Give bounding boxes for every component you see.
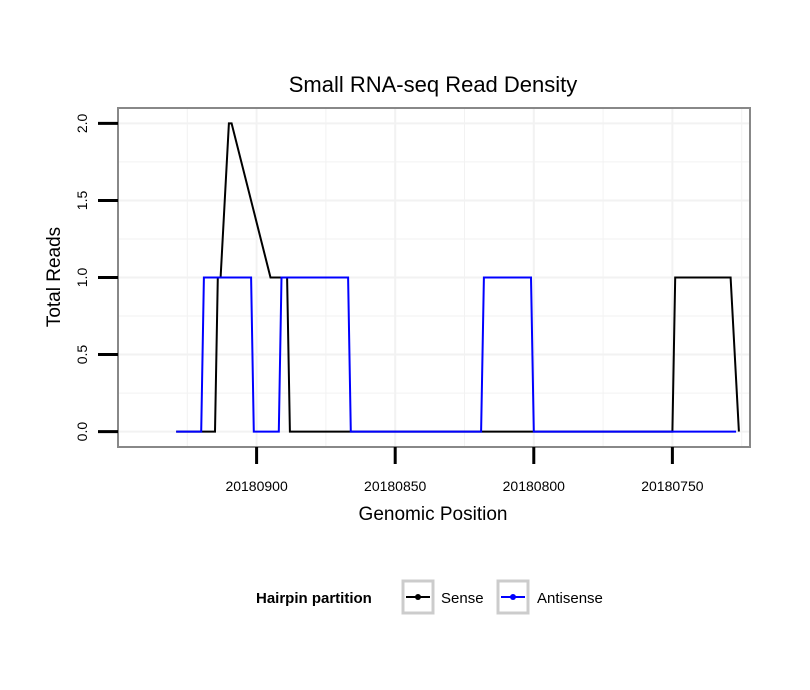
legend: Hairpin partition Sense Antisense	[256, 579, 603, 615]
legend-label-sense: Sense	[441, 590, 484, 607]
y-tick-label: 0.0	[74, 422, 90, 442]
plot-area	[117, 107, 751, 448]
x-tick-label: 20180750	[641, 478, 704, 494]
x-tick-label: 20180900	[225, 478, 288, 494]
chart-title: Small RNA-seq Read Density	[289, 72, 578, 97]
legend-title: Hairpin partition	[256, 590, 372, 607]
legend-label-antisense: Antisense	[537, 590, 603, 607]
y-tick-label: 1.0	[74, 268, 90, 288]
y-axis-title: Total Reads	[44, 227, 65, 327]
x-tick-label: 20180850	[364, 478, 427, 494]
legend-key-point-antisense	[510, 594, 516, 600]
y-tick-label: 2.0	[74, 113, 90, 133]
y-tick-label: 1.5	[74, 191, 90, 211]
legend-key-point-sense	[415, 594, 421, 600]
y-axis: 0.0 0.5 1.0 1.5 2.0	[74, 113, 118, 441]
series-line-antisense	[176, 276, 737, 433]
series-lines	[176, 122, 740, 433]
legend-item-antisense: Antisense	[496, 579, 603, 615]
x-tick-label: 20180800	[503, 478, 566, 494]
x-axis: 20180900 20180850 20180800 20180750	[225, 447, 704, 494]
legend-item-sense: Sense	[401, 579, 484, 615]
x-axis-title: Genomic Position	[359, 504, 508, 525]
y-tick-label: 0.5	[74, 345, 90, 365]
